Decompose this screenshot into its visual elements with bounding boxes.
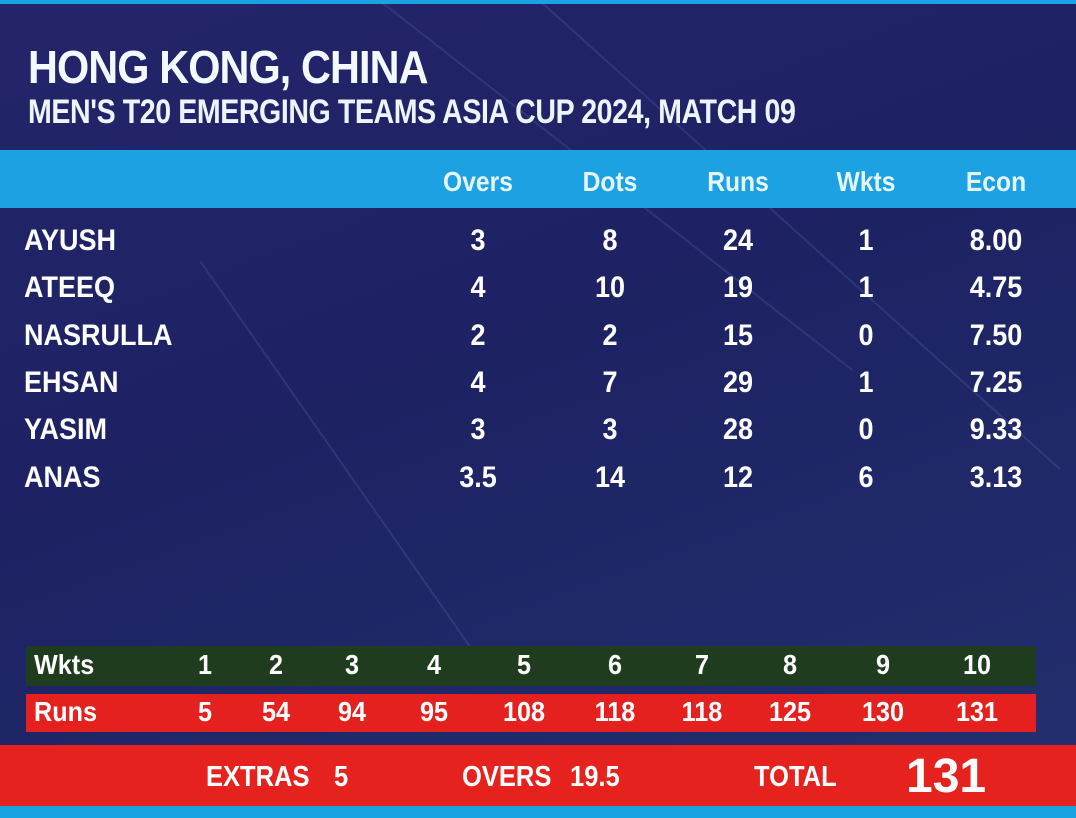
bowler-row: YASIM 3 3 28 0 9.33 <box>0 413 1076 459</box>
overs-value: 19.5 <box>570 761 620 793</box>
fow-wicket: 3 <box>344 649 360 680</box>
fow-runs: 125 <box>768 696 812 727</box>
total-label: TOTAL <box>754 761 837 793</box>
bowler-name: NASRULLA <box>24 318 173 352</box>
team-title: HONG KONG, CHINA <box>28 41 428 93</box>
fow-runs: 5 <box>197 696 213 727</box>
total-value: 131 <box>906 750 987 803</box>
fow-wicket: 7 <box>694 649 710 680</box>
bowler-econ: 7.25 <box>969 365 1023 399</box>
bowler-overs: 3.5 <box>459 460 497 494</box>
overs-label: OVERS <box>462 761 552 793</box>
bowler-overs: 2 <box>470 318 486 352</box>
col-runs: Runs <box>707 166 769 197</box>
bowler-econ: 9.33 <box>969 413 1023 447</box>
bowler-dots: 2 <box>602 318 618 352</box>
bowler-wkts: 0 <box>858 318 874 352</box>
bowler-econ: 7.50 <box>969 318 1023 352</box>
fow-wicket: 10 <box>962 649 992 680</box>
bowler-row: ATEEQ 4 10 19 1 4.75 <box>0 271 1076 317</box>
fow-runs: 94 <box>337 696 367 727</box>
fow-wicket: 8 <box>782 649 798 680</box>
bowler-name: ATEEQ <box>24 271 116 305</box>
col-econ: Econ <box>965 166 1027 197</box>
fow-runs: 130 <box>861 696 905 727</box>
bowler-name: AYUSH <box>24 224 117 257</box>
bowler-row: AYUSH 3 8 24 1 8.00 <box>0 224 1076 270</box>
bowler-runs: 29 <box>722 365 754 399</box>
bowler-dots: 14 <box>594 460 626 494</box>
bowler-runs: 19 <box>722 271 754 305</box>
bowler-econ: 4.75 <box>969 271 1023 305</box>
bowler-name: ANAS <box>24 460 101 494</box>
bowler-dots: 8 <box>602 224 618 257</box>
col-wkts: Wkts <box>836 166 896 197</box>
extras-value: 5 <box>334 761 349 793</box>
bowler-runs: 28 <box>722 413 754 447</box>
fow-runs: 108 <box>502 696 546 727</box>
fow-runs: 54 <box>261 696 291 727</box>
bowler-name: YASIM <box>24 413 108 447</box>
bowler-wkts: 1 <box>858 271 874 305</box>
bowler-wkts: 1 <box>858 224 874 257</box>
bowler-row: ANAS 3.5 14 12 6 3.13 <box>0 461 1076 507</box>
bowler-runs: 24 <box>722 224 754 257</box>
bowler-runs: 15 <box>722 318 754 352</box>
fow-wicket: 4 <box>426 649 442 680</box>
bowler-row: NASRULLA 2 2 15 0 7.50 <box>0 319 1076 365</box>
bottom-band <box>0 806 1076 818</box>
bowler-overs: 4 <box>470 271 486 305</box>
fow-wicket: 1 <box>197 649 213 680</box>
summary-bar: EXTRAS 5 OVERS 19.5 TOTAL 131 <box>0 745 1076 806</box>
wkts-label: Wkts <box>34 649 95 680</box>
bowler-overs: 3 <box>470 224 486 257</box>
runs-label: Runs <box>34 696 97 727</box>
fow-runs: 95 <box>419 696 449 727</box>
fall-of-wickets-wkts-bar: Wkts 1 2 3 4 5 6 7 8 9 10 <box>26 646 1036 686</box>
bowler-dots: 7 <box>602 365 618 399</box>
bowler-econ: 8.00 <box>969 224 1023 257</box>
col-overs: Overs <box>443 166 513 197</box>
fow-wicket: 2 <box>268 649 284 680</box>
bowler-wkts: 0 <box>858 413 874 447</box>
bowler-wkts: 6 <box>858 460 874 494</box>
bowler-row: EHSAN 4 7 29 1 7.25 <box>0 366 1076 412</box>
fow-wicket: 6 <box>607 649 623 680</box>
bowler-dots: 10 <box>594 271 626 305</box>
fow-wicket: 5 <box>516 649 532 680</box>
fow-wicket: 9 <box>875 649 891 680</box>
bowler-runs: 12 <box>722 460 754 494</box>
column-header-band <box>0 150 1076 208</box>
fall-of-wickets-runs-bar: Runs 5 54 94 95 108 118 118 125 130 131 <box>26 694 1036 732</box>
fow-runs: 118 <box>681 696 723 727</box>
fow-runs: 118 <box>594 696 636 727</box>
top-band <box>0 0 1076 4</box>
bowler-overs: 3 <box>470 413 486 447</box>
extras-label: EXTRAS <box>206 761 310 793</box>
bowler-overs: 4 <box>470 365 486 399</box>
bowler-name: EHSAN <box>24 365 119 399</box>
col-dots: Dots <box>582 166 638 197</box>
bowler-econ: 3.13 <box>969 460 1023 494</box>
match-subtitle: MEN'S T20 EMERGING TEAMS ASIA CUP 2024, … <box>28 93 796 131</box>
bowler-dots: 3 <box>602 413 618 447</box>
bowler-wkts: 1 <box>858 365 874 399</box>
fow-runs: 131 <box>955 696 999 727</box>
